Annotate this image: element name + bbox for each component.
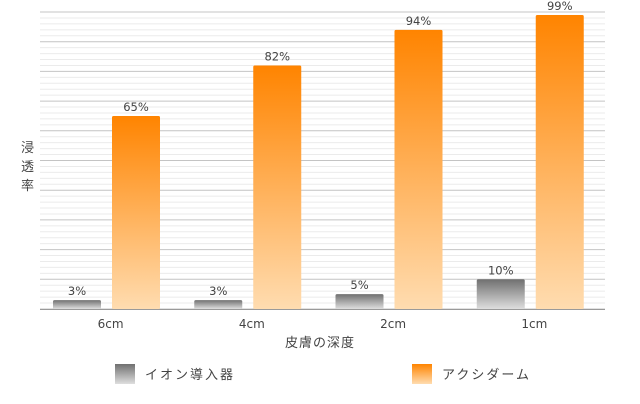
x-tick-label: 6cm bbox=[98, 317, 124, 331]
x-tick-label: 1cm bbox=[521, 317, 547, 331]
y-axis-title: 浸透率 bbox=[21, 141, 35, 194]
data-label: 3% bbox=[68, 284, 86, 298]
bar-series1-4cm bbox=[194, 300, 243, 309]
data-label: 10% bbox=[488, 263, 514, 277]
x-tick-label: 2cm bbox=[380, 317, 406, 331]
data-labels: 3% 65% 3% 82% 5% 94% 10% 99% bbox=[68, 0, 573, 298]
bar-series2-2cm bbox=[394, 29, 443, 309]
data-label: 5% bbox=[350, 278, 368, 292]
x-tick-labels: 6cm 4cm 2cm 1cm bbox=[98, 317, 548, 331]
x-tick-label: 4cm bbox=[239, 317, 265, 331]
x-axis-title: 皮膚の深度 bbox=[285, 335, 355, 351]
legend-label: アクシダーム bbox=[442, 368, 531, 383]
bar-series2-4cm bbox=[253, 65, 302, 310]
bar-series1-2cm bbox=[335, 294, 384, 309]
legend-swatch bbox=[412, 364, 432, 384]
bar-series1-1cm bbox=[476, 279, 525, 309]
data-label: 94% bbox=[406, 14, 432, 28]
data-label: 99% bbox=[547, 0, 573, 13]
data-label: 82% bbox=[264, 49, 290, 63]
data-label: 65% bbox=[123, 100, 149, 114]
bar-series2-1cm bbox=[535, 14, 584, 309]
legend-label: イオン導入器 bbox=[145, 368, 235, 383]
legend-swatch bbox=[115, 364, 135, 384]
legend: イオン導入器 アクシダーム bbox=[115, 364, 531, 384]
bars bbox=[53, 14, 584, 310]
bar-series1-6cm bbox=[53, 300, 101, 309]
bar-series2-6cm bbox=[112, 115, 160, 309]
data-label: 3% bbox=[209, 284, 227, 298]
